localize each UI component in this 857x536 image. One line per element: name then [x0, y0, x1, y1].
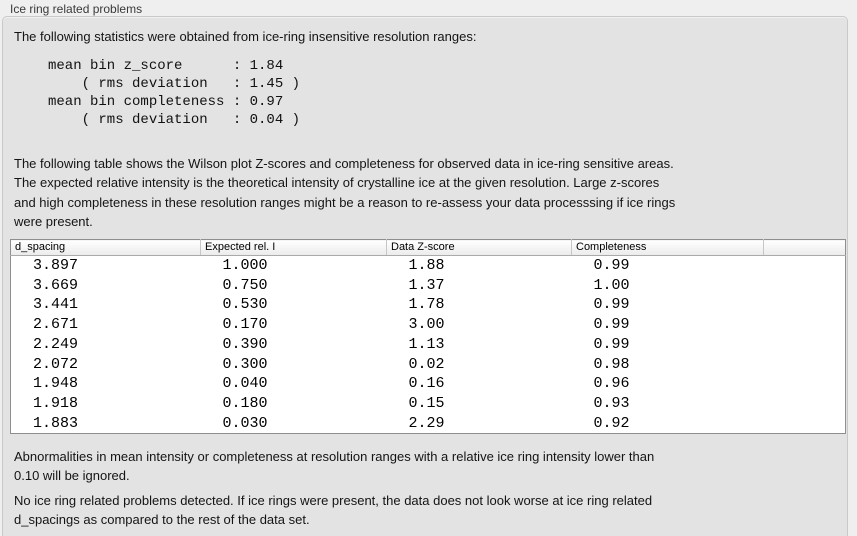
- section-title: Ice ring related problems: [10, 2, 143, 16]
- result-note: No ice ring related problems detected. I…: [14, 493, 653, 528]
- table-cell-filler: [764, 394, 846, 414]
- table-cell-filler: [764, 355, 846, 375]
- table-cell: 3.669: [33, 276, 79, 294]
- table-row[interactable]: 3.897 1.000 1.88 0.99: [11, 256, 846, 276]
- table-cell-filler: [764, 276, 846, 296]
- table-cell: 1.00: [593, 276, 630, 294]
- table-cell: 1.883: [33, 414, 79, 432]
- table-row[interactable]: 1.883 0.030 2.29 0.92: [11, 414, 846, 434]
- table-cell: 0.02: [408, 355, 445, 373]
- table-cell-filler: [764, 295, 846, 315]
- table-cell: 2.671: [33, 316, 79, 334]
- table-cell: 0.300: [222, 355, 268, 373]
- table-cell: 1.37: [408, 276, 445, 294]
- table-cell-filler: [764, 315, 846, 335]
- table-cell: 1.88: [408, 257, 445, 274]
- ice-ring-table: d_spacing Expected rel. I Data Z-score C…: [10, 239, 846, 435]
- table-cell: 0.99: [593, 257, 630, 274]
- table-cell: 0.98: [593, 355, 630, 373]
- table-cell: 0.030: [222, 414, 268, 432]
- table-row[interactable]: 1.948 0.040 0.16 0.96: [11, 374, 846, 394]
- column-header-completeness[interactable]: Completeness: [571, 239, 764, 256]
- table-cell: 0.93: [593, 394, 630, 412]
- table-cell: 0.170: [222, 316, 268, 334]
- table-header-row: d_spacing Expected rel. I Data Z-score C…: [10, 239, 846, 256]
- table-row[interactable]: 1.918 0.180 0.15 0.93: [11, 394, 846, 414]
- table-cell: 3.441: [33, 296, 79, 314]
- table-cell: 1.948: [33, 375, 79, 393]
- table-cell: 0.530: [222, 296, 268, 314]
- table-cell: 1.000: [222, 257, 268, 274]
- table-cell: 0.040: [222, 375, 268, 393]
- table-cell: 0.99: [593, 296, 630, 314]
- table-cell: 3.897: [33, 257, 79, 274]
- stats-block: mean bin z_score : 1.84 ( rms deviation …: [48, 58, 301, 128]
- table-description: The following table shows the Wilson plo…: [14, 156, 676, 230]
- table-cell: 0.99: [593, 335, 630, 353]
- table-row[interactable]: 2.072 0.300 0.02 0.98: [11, 355, 846, 375]
- table-cell: 1.78: [408, 296, 445, 314]
- table-cell: 2.249: [33, 335, 79, 353]
- column-header-expected-rel-i[interactable]: Expected rel. I: [200, 239, 387, 256]
- table-cell: 0.99: [593, 316, 630, 334]
- table-cell: 0.390: [222, 335, 268, 353]
- table-cell: 1.918: [33, 394, 79, 412]
- ignore-note: Abnormalities in mean intensity or compl…: [14, 449, 655, 484]
- table-cell: 0.96: [593, 375, 630, 393]
- table-row[interactable]: 2.671 0.170 3.00 0.99: [11, 315, 846, 335]
- table-cell: 0.180: [222, 394, 268, 412]
- table-cell-filler: [764, 335, 846, 355]
- table-cell: 0.16: [408, 375, 445, 393]
- table-row[interactable]: 2.249 0.390 1.13 0.99: [11, 335, 846, 355]
- table-cell: 3.00: [408, 316, 445, 334]
- table-row[interactable]: 3.669 0.750 1.37 1.00: [11, 276, 846, 296]
- intro-text: The following statistics were obtained f…: [14, 29, 477, 44]
- table-cell-filler: [764, 374, 846, 394]
- table-cell-filler: [764, 414, 846, 434]
- table-header-filler: [763, 239, 846, 256]
- ice-ring-table-body: 3.897 1.000 1.88 0.99 3.669 0.750 1.37 1.00 3.44…: [11, 256, 846, 434]
- table-cell: 0.92: [593, 414, 630, 432]
- table-row[interactable]: 3.441 0.530 1.78 0.99: [11, 295, 846, 315]
- table-cell-filler: [764, 256, 846, 276]
- table-cell: 0.15: [408, 394, 445, 412]
- table-cell: 0.750: [222, 276, 268, 294]
- column-header-data-z-score[interactable]: Data Z-score: [386, 239, 572, 256]
- table-cell: 1.13: [408, 335, 445, 353]
- table-cell: 2.072: [33, 355, 79, 373]
- column-header-d-spacing[interactable]: d_spacing: [10, 239, 201, 256]
- table-cell: 2.29: [408, 414, 445, 432]
